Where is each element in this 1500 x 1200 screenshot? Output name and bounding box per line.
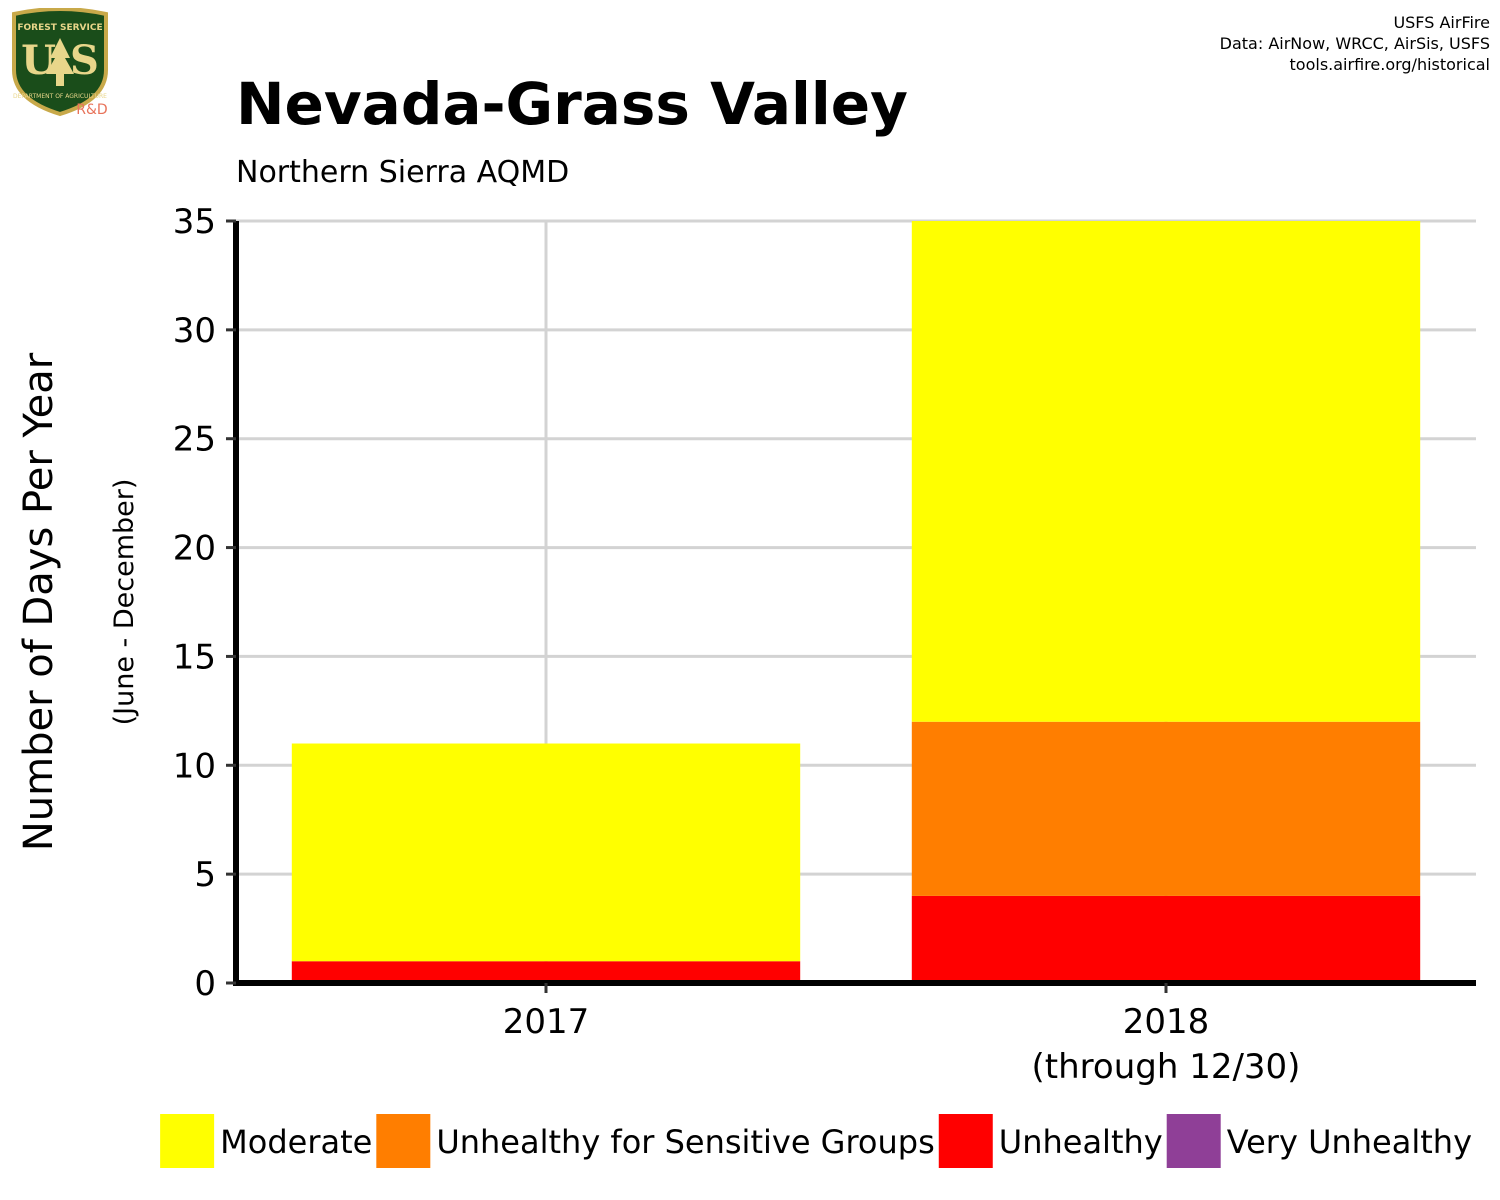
credit-line: tools.airfire.org/historical — [1289, 55, 1490, 74]
y-axis-sublabel: (June - December) — [109, 479, 140, 726]
legend-label: Unhealthy for Sensitive Groups — [436, 1123, 934, 1161]
credit-line: Data: AirNow, WRCC, AirSis, USFS — [1219, 34, 1490, 53]
legend-label: Very Unhealthy — [1227, 1123, 1472, 1161]
legend-swatch-unhealthy — [938, 1114, 993, 1168]
y-tick-label: 0 — [194, 964, 216, 1004]
y-tick-labels: 0 5 10 15 20 25 30 35 — [173, 202, 216, 1004]
logo-top-text: FOREST SERVICE — [17, 23, 102, 33]
bar-segment-unhealthy — [911, 895, 1421, 983]
bar-segment-moderate — [291, 743, 801, 962]
y-tick-label: 5 — [194, 855, 216, 895]
axes — [226, 219, 1476, 993]
legend-swatch-very-unhealthy — [1166, 1114, 1221, 1168]
credit-line: USFS AirFire — [1393, 13, 1490, 32]
y-tick-label: 20 — [173, 529, 216, 569]
x-tick-label: 2017 — [503, 1002, 590, 1042]
tree-icon — [46, 38, 74, 86]
bar-segment-unhealthy — [291, 961, 801, 983]
y-axis-label: Number of Days Per Year — [16, 352, 62, 851]
data-credits: USFS AirFire Data: AirNow, WRCC, AirSis,… — [1220, 12, 1490, 75]
bar-stack-group — [291, 221, 1421, 983]
x-tick-labels: 2017 2018 (through 12/30) — [503, 1002, 1301, 1087]
chart-subtitle: Northern Sierra AQMD — [236, 155, 570, 190]
logo-bottom-text: DEPARTMENT OF AGRICULTURE — [13, 93, 107, 100]
x-tick-sublabel: (through 12/30) — [1032, 1047, 1301, 1087]
y-tick-label: 15 — [173, 637, 216, 677]
x-tick-label: 2018 — [1123, 1002, 1210, 1042]
y-tick-label: 35 — [173, 202, 216, 242]
chart-title: Nevada-Grass Valley — [236, 70, 908, 138]
legend-label: Moderate — [220, 1123, 372, 1161]
y-tick-label: 25 — [173, 420, 216, 460]
logo-rd-label: R&D — [76, 102, 107, 118]
y-tick-label: 30 — [173, 311, 216, 351]
usfs-shield-logo: FOREST SERVICE U S DEPARTMENT OF AGRICUL… — [12, 8, 108, 118]
y-tick-label: 10 — [173, 746, 216, 786]
bar-segment-unhealthy-for-sensitive-groups — [911, 721, 1421, 896]
legend-swatch-unhealthy-for-sensitive-groups — [376, 1114, 431, 1168]
legend-label: Unhealthy — [999, 1123, 1163, 1161]
legend-swatch-moderate — [160, 1114, 215, 1168]
legend: Moderate Unhealthy for Sensitive Groups Un… — [160, 1114, 1472, 1168]
bar-segment-moderate — [911, 221, 1421, 722]
